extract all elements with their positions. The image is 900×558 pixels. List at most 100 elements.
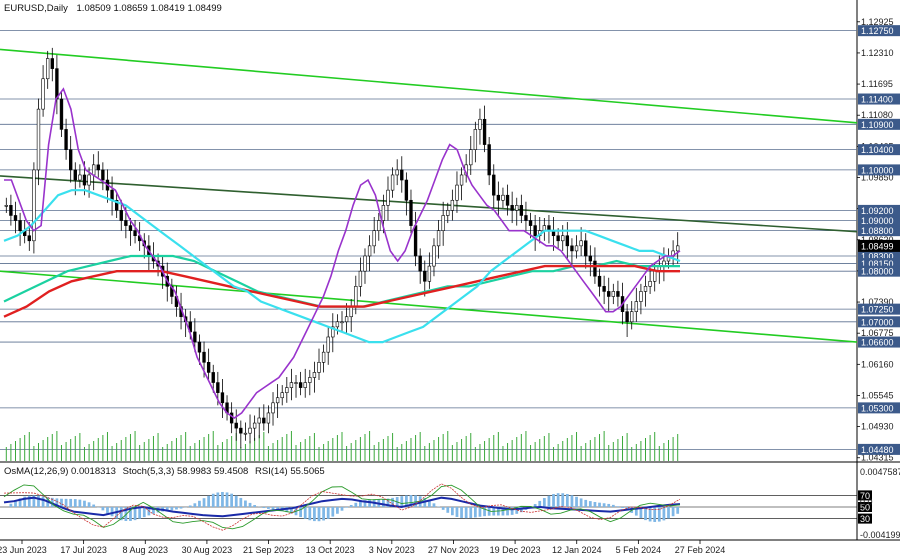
level-tag-box xyxy=(858,265,900,277)
candle-body xyxy=(602,286,606,292)
candle-body xyxy=(326,336,330,353)
candle-body xyxy=(515,205,519,211)
candle-body xyxy=(321,351,326,363)
osc-level-label: 70 xyxy=(860,491,870,501)
date-tick-label: 19 Dec 2023 xyxy=(490,545,541,555)
candle-body xyxy=(570,245,574,252)
level-tag-label: 1.09000 xyxy=(861,216,894,226)
level-tag-label: 1.12750 xyxy=(861,26,894,36)
candle-body xyxy=(289,382,294,388)
candle-body xyxy=(335,321,340,328)
symbol-label: EURUSD,Daily xyxy=(4,3,68,14)
osc-level-box xyxy=(858,502,872,512)
candle-body xyxy=(13,215,18,221)
channel-line xyxy=(0,175,858,233)
candle-body xyxy=(271,402,275,414)
date-tick-label: 27 Nov 2023 xyxy=(428,545,479,555)
candle-body xyxy=(294,382,298,384)
candle-body xyxy=(124,220,128,226)
candle-body xyxy=(119,210,123,221)
candle-body xyxy=(101,169,105,181)
candle-body xyxy=(372,230,376,247)
moving-averages xyxy=(3,87,681,419)
stoch-label: Stoch(5,3,3) 58.9983 59.4508 xyxy=(123,466,249,477)
date-tick-label: 23 Jun 2023 xyxy=(0,545,47,555)
price-tick-label: 1.04930 xyxy=(861,422,894,432)
date-tick-label: 13 Oct 2023 xyxy=(306,545,355,555)
candle-body xyxy=(275,397,280,404)
price-tick-label: 1.04315 xyxy=(861,453,894,463)
candle-body xyxy=(653,270,657,282)
candle-body xyxy=(18,220,22,231)
candle-body xyxy=(459,174,464,186)
ma-mid-line xyxy=(3,189,681,344)
candle-body xyxy=(41,78,45,110)
candle-body xyxy=(427,265,432,282)
price-tick-label: 1.12925 xyxy=(861,17,894,27)
date-tick-label: 21 Sep 2023 xyxy=(243,545,294,555)
candle-body xyxy=(27,235,31,242)
candle-body xyxy=(404,179,409,201)
level-tag-box xyxy=(858,402,900,414)
candle-body xyxy=(423,270,427,282)
candle-body xyxy=(510,205,514,211)
candle-body xyxy=(648,280,652,287)
current-price-label: 1.08499 xyxy=(861,241,894,251)
candle-body xyxy=(285,387,289,393)
candle-body xyxy=(298,382,303,388)
rsi-label: RSI(14) 55.5065 xyxy=(255,466,325,477)
level-tag-box xyxy=(858,258,900,270)
level-tag-box xyxy=(858,303,900,315)
candle-body xyxy=(524,215,528,221)
level-tag-label: 1.07250 xyxy=(861,305,894,315)
candle-body xyxy=(381,205,386,221)
rsi-line xyxy=(3,496,681,518)
candle-body xyxy=(239,427,243,434)
candle-body xyxy=(46,58,50,80)
candle-body xyxy=(630,311,634,323)
date-tick-label: 12 Jan 2024 xyxy=(552,545,602,555)
candle-body xyxy=(556,235,560,242)
osc-level-box xyxy=(858,513,872,524)
candle-body xyxy=(349,306,353,318)
candle-body xyxy=(574,245,579,252)
ema200-line xyxy=(3,264,680,318)
level-tag-box xyxy=(858,336,900,348)
candle-body xyxy=(505,194,510,206)
candle-body xyxy=(413,225,418,257)
current-price-box xyxy=(858,239,900,252)
date-tick-label: 3 Nov 2023 xyxy=(369,545,415,555)
osc-axis-label: 0.0047587 xyxy=(860,467,900,477)
candle-body xyxy=(193,331,197,343)
candle-body xyxy=(9,205,13,216)
candle-body xyxy=(266,412,271,424)
price-tick-label: 1.09850 xyxy=(861,172,894,182)
candle-body xyxy=(234,422,238,429)
candle-body xyxy=(579,240,583,247)
candle-body xyxy=(317,362,321,373)
candle-body xyxy=(262,417,266,424)
candle-body xyxy=(446,210,450,216)
price-tick-label: 1.05545 xyxy=(861,390,894,400)
price-axis-labels: 1.129251.123101.116951.110801.104651.098… xyxy=(857,17,900,463)
osc-level-label: 30 xyxy=(860,514,870,524)
candle-body xyxy=(400,169,404,181)
candle-body xyxy=(611,291,615,297)
candle-body xyxy=(492,174,496,196)
candle-body xyxy=(69,149,73,171)
candle-body xyxy=(354,286,358,307)
date-tick-label: 27 Feb 2024 xyxy=(675,545,726,555)
candle-body xyxy=(409,199,413,226)
date-axis-labels: 23 Jun 2023 17 Jul 2023 8 Aug 2023 30 Aug 2… xyxy=(0,540,725,555)
candle-body xyxy=(482,118,487,145)
candle-body xyxy=(4,205,8,207)
level-tag-label: 1.10900 xyxy=(861,120,894,130)
candle-body xyxy=(533,225,537,237)
date-tick-label: 8 Aug 2023 xyxy=(122,545,168,555)
candle-body xyxy=(96,164,100,171)
candle-body xyxy=(597,275,602,287)
candle-body xyxy=(59,98,64,130)
chart-symbol-header: EURUSD,Daily 1.08509 1.08659 1.08419 1.0… xyxy=(4,3,222,14)
volume-bars xyxy=(5,431,679,461)
